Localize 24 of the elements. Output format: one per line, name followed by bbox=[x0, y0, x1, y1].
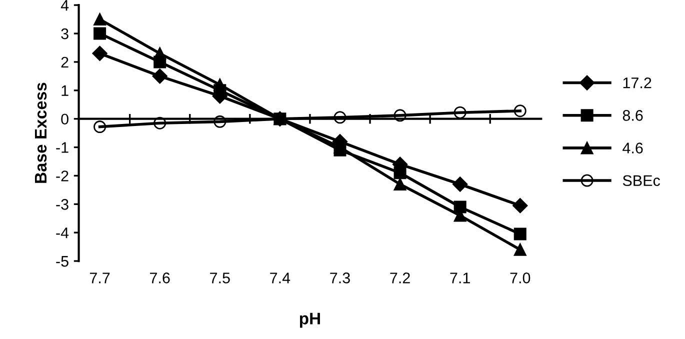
y-tick-label: 3 bbox=[61, 28, 68, 40]
x-tick-label: 7.1 bbox=[450, 272, 470, 284]
x-tick-label: 7.6 bbox=[150, 272, 170, 284]
y-tick-label: 4 bbox=[60, 0, 69, 11]
y-tick-label: -3 bbox=[56, 199, 68, 210]
y-tick-label: -1 bbox=[56, 142, 68, 153]
x-tick-label: 7.3 bbox=[330, 272, 350, 284]
y-tick-label: 1 bbox=[62, 85, 68, 96]
legend-label: 8.6 bbox=[622, 110, 643, 121]
legend-label: 17.2 bbox=[623, 77, 652, 88]
x-tick-label: 7.0 bbox=[510, 272, 530, 284]
x-tick-label: 7.5 bbox=[210, 272, 230, 284]
legend-label: 4.6 bbox=[622, 142, 643, 154]
legend-label: SBEc bbox=[622, 175, 660, 186]
y-tick-label: -5 bbox=[56, 256, 68, 267]
x-tick-label: 7.7 bbox=[90, 272, 110, 284]
y-tick-label: -2 bbox=[56, 170, 68, 182]
x-tick-label: 7.4 bbox=[270, 272, 290, 284]
y-tick-label: -4 bbox=[56, 228, 69, 238]
y-tick-label: 2 bbox=[61, 56, 68, 68]
y-axis-title: Base Excess bbox=[34, 82, 47, 183]
x-axis-title: pH bbox=[300, 312, 320, 328]
y-tick-label: 0 bbox=[61, 114, 68, 125]
x-tick-label: 7.2 bbox=[390, 272, 410, 284]
